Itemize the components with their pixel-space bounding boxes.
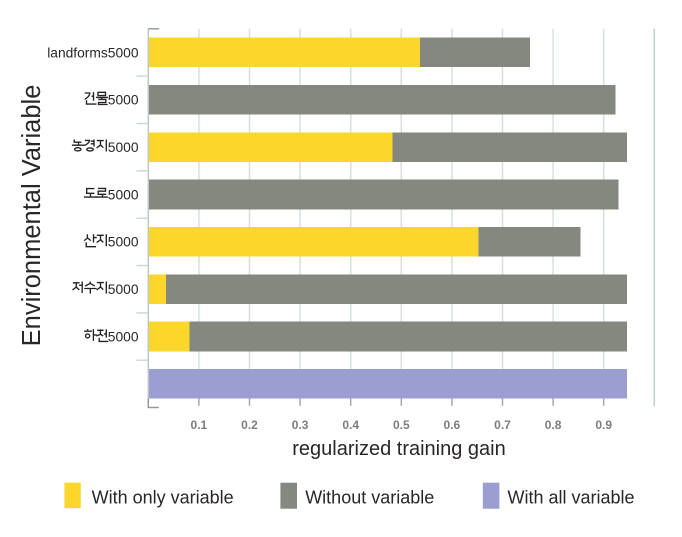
svg-text:0.7: 0.7 [494,418,511,432]
svg-text:0.3: 0.3 [292,418,309,432]
svg-text:With all variable: With all variable [508,487,635,507]
svg-text:0.6: 0.6 [444,418,461,432]
svg-text:5000: 5000 [108,187,139,202]
svg-text:0.1: 0.1 [191,418,208,432]
svg-text:0.4: 0.4 [342,418,359,432]
svg-text:5000: 5000 [108,140,139,155]
svg-text:With only variable: With only variable [92,487,234,507]
svg-text:0.2: 0.2 [241,418,258,432]
svg-text:Without variable: Without variable [305,487,434,507]
svg-text:regularized training gain: regularized training gain [292,438,505,460]
svg-text:5000: 5000 [108,93,139,108]
svg-text:0.5: 0.5 [393,418,410,432]
svg-text:0.8: 0.8 [545,418,562,432]
svg-text:5000: 5000 [108,329,139,344]
svg-text:landforms5000: landforms5000 [47,45,139,60]
svg-text:Environmental Variable: Environmental Variable [18,85,46,347]
svg-text:5000: 5000 [108,282,139,297]
svg-text:5000: 5000 [108,235,139,250]
svg-text:0.9: 0.9 [595,418,612,432]
